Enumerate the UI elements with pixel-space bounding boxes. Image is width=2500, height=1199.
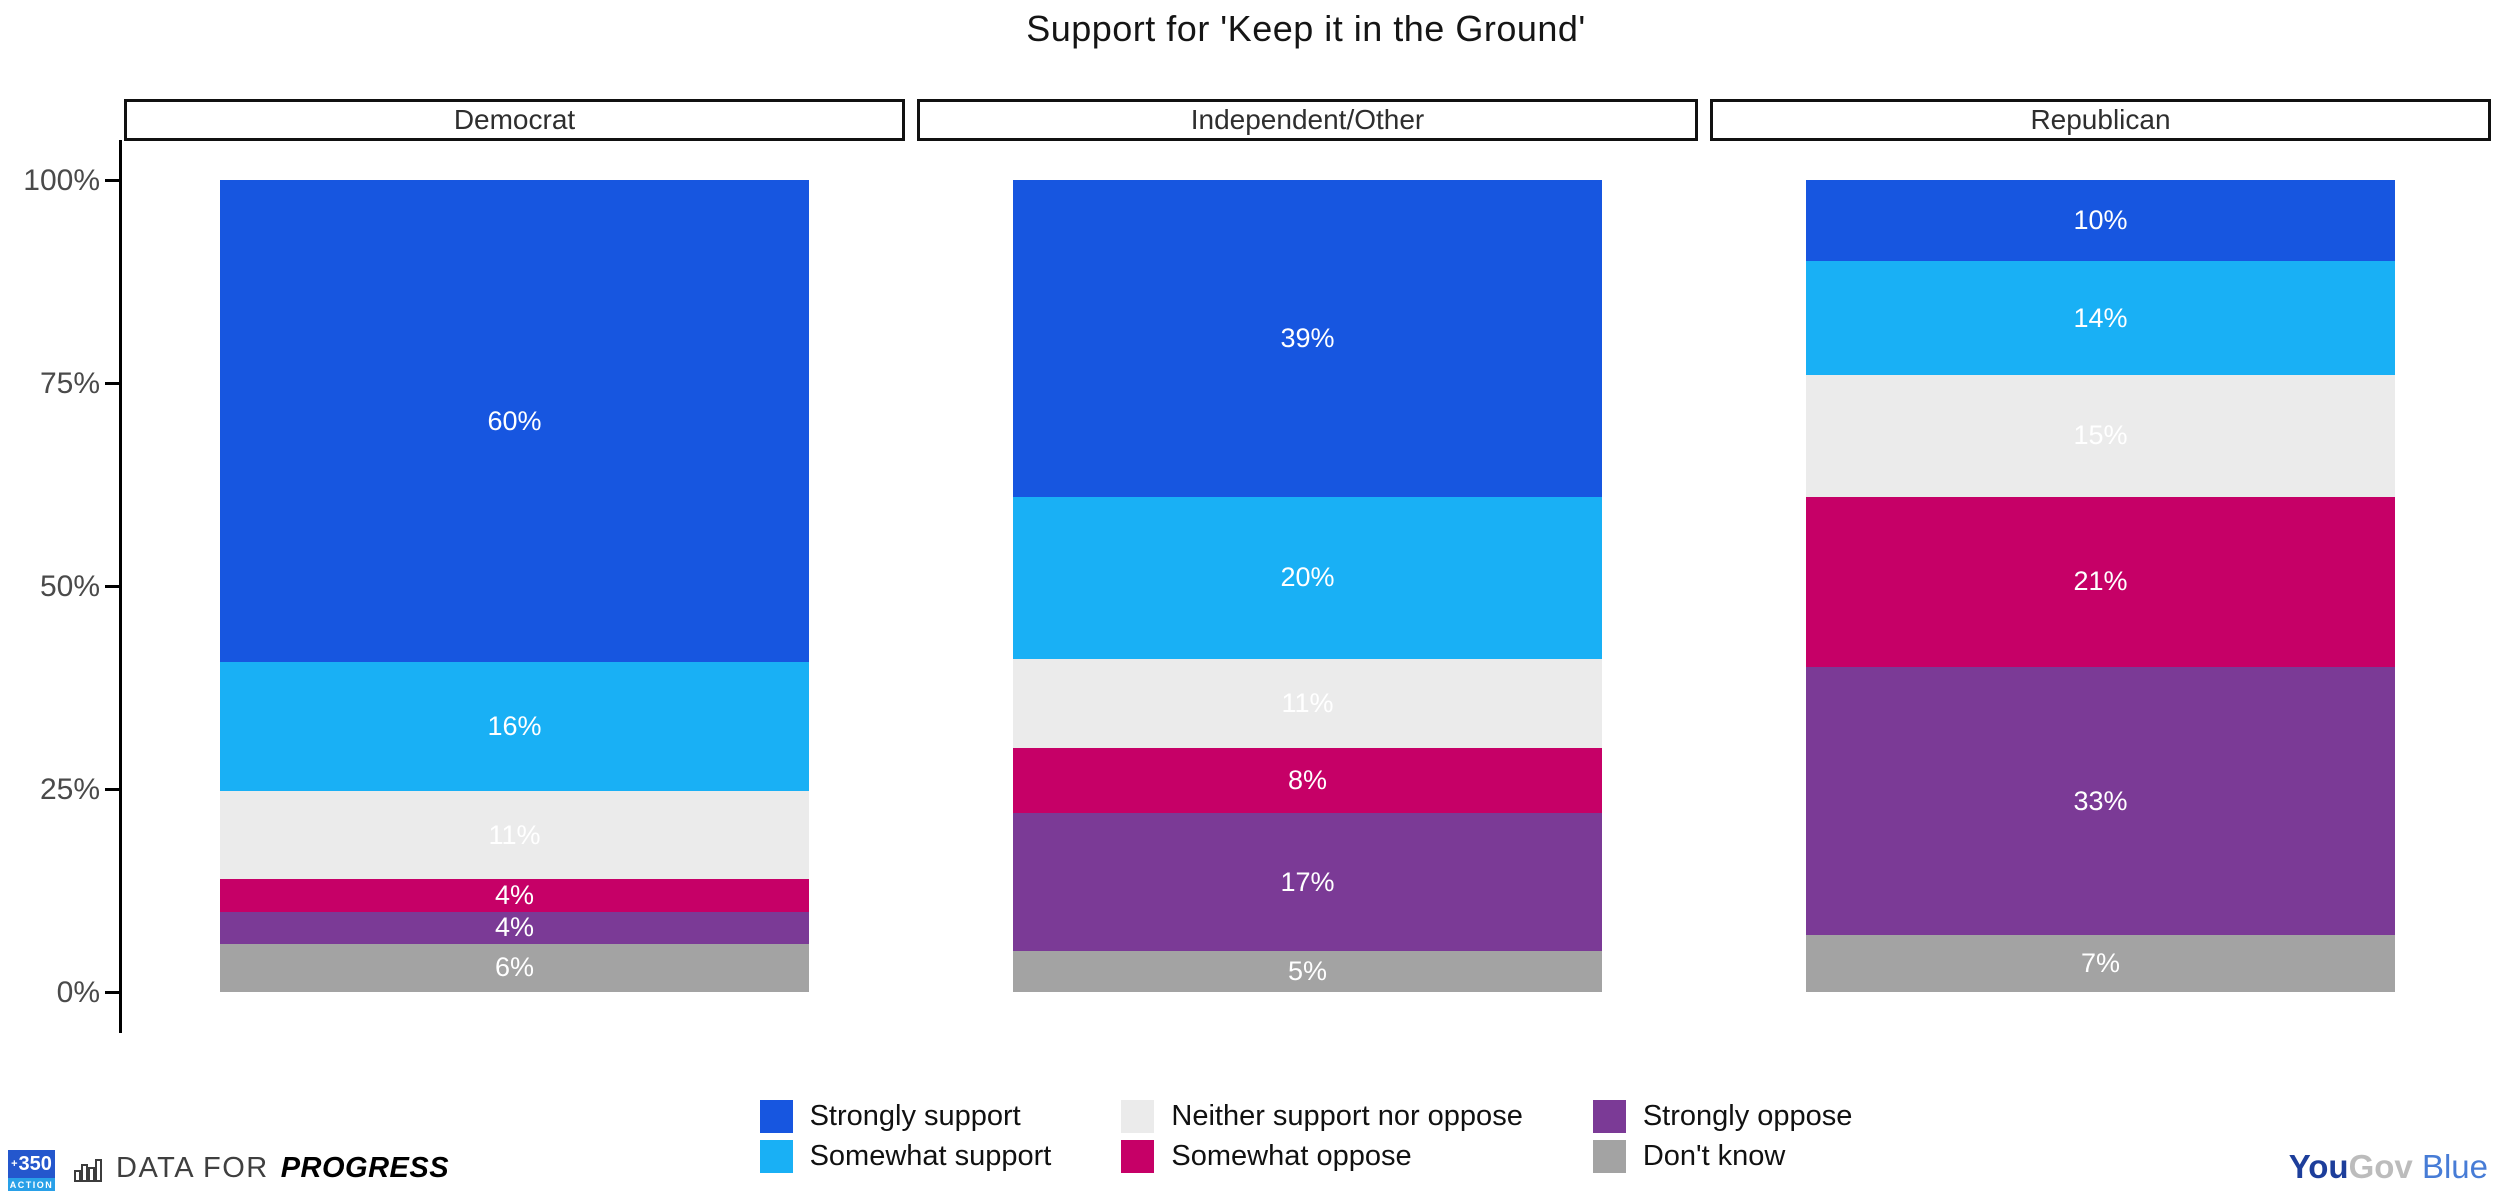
legend: Strongly support Somewhat support Neither … bbox=[120, 1100, 2492, 1173]
bar-segment-label: 21% bbox=[2073, 566, 2128, 597]
y-tick-mark bbox=[105, 585, 120, 588]
350-logo-number-text: 350 bbox=[18, 1153, 52, 1175]
bar-segment-neither-support-nor-oppose: 11% bbox=[220, 791, 809, 880]
legend-column: Strongly oppose Don't know bbox=[1592, 1100, 1853, 1173]
legend-item-somewhat-oppose: Somewhat oppose bbox=[1121, 1140, 1522, 1173]
panel-header-republican: Republican bbox=[1710, 99, 2491, 141]
panel-independent-other: Independent/Other 39% 20% 11% 8% 17% 5% bbox=[917, 99, 1698, 1040]
bar-segment-strongly-support: 10% bbox=[1806, 180, 2395, 262]
bar-segment-label: 4% bbox=[494, 912, 535, 943]
bar-segment-somewhat-support: 16% bbox=[220, 662, 809, 791]
bar-segment-somewhat-support: 14% bbox=[1806, 261, 2395, 375]
bar-segment-label: 4% bbox=[494, 880, 535, 910]
350-logo-number: + 350 bbox=[8, 1150, 55, 1178]
y-tick-mark bbox=[105, 179, 120, 182]
legend-swatch-neither-support-nor-oppose bbox=[1121, 1100, 1155, 1133]
y-tick-label: 100% bbox=[23, 164, 100, 197]
bar-segment-don-t-know: 5% bbox=[1013, 951, 1602, 992]
y-axis-line bbox=[119, 140, 122, 1033]
legend-item-neither-support-nor-oppose: Neither support nor oppose bbox=[1121, 1100, 1523, 1133]
bar-segment-don-t-know: 7% bbox=[1806, 935, 2395, 992]
350-action-logo: + 350 ACTION bbox=[8, 1150, 55, 1191]
bar-segment-label: 14% bbox=[2073, 302, 2128, 333]
bar-segment-label: 16% bbox=[487, 711, 542, 742]
legend-column: Strongly support Somewhat support bbox=[759, 1100, 1052, 1173]
dfp-name-label: PROGRESS bbox=[280, 1152, 450, 1184]
y-tick-label: 25% bbox=[39, 773, 100, 806]
bar-segment-label: 8% bbox=[1287, 765, 1328, 796]
bar-segment-label: 33% bbox=[2073, 785, 2128, 816]
legend-item-strongly-oppose: Strongly oppose bbox=[1592, 1100, 1853, 1133]
y-tick-mark bbox=[105, 991, 120, 994]
legend-swatch-strongly-oppose bbox=[1592, 1100, 1626, 1133]
legend-label: Don't know bbox=[1642, 1140, 1786, 1172]
350-logo-mark-icon: + bbox=[11, 1157, 18, 1170]
bar-segment-label: 15% bbox=[2073, 420, 2128, 451]
panel-header-democrat: Democrat bbox=[124, 99, 905, 141]
bar-segment-don-t-know: 6% bbox=[220, 943, 809, 992]
yougov-blue-label: Blue bbox=[2421, 1148, 2488, 1185]
bar-segment-strongly-oppose: 17% bbox=[1013, 813, 1602, 952]
yougov-gov-label: Gov bbox=[2348, 1148, 2413, 1185]
legend-swatch-don-t-know bbox=[1592, 1140, 1626, 1173]
bar-segment-label: 11% bbox=[1281, 688, 1334, 719]
legend-item-somewhat-support: Somewhat support bbox=[759, 1140, 1052, 1173]
legend-swatch-somewhat-oppose bbox=[1121, 1140, 1155, 1173]
y-tick-mark bbox=[105, 382, 120, 385]
y-tick-label: 75% bbox=[39, 367, 100, 400]
yougov-you-label: You bbox=[2288, 1148, 2349, 1185]
legend-label: Strongly support bbox=[809, 1100, 1021, 1132]
stacked-bar-republican: 10% 14% 15% 21% 33% 7% bbox=[1806, 180, 2395, 992]
bar-segment-label: 17% bbox=[1280, 866, 1335, 897]
yougov-blue-logo: YouGov Blue bbox=[2289, 1148, 2488, 1186]
bar-segment-label: 20% bbox=[1280, 562, 1335, 593]
bar-segment-label: 39% bbox=[1280, 322, 1335, 353]
bar-segment-strongly-support: 60% bbox=[220, 180, 809, 663]
legend-swatch-strongly-support bbox=[759, 1100, 793, 1133]
bar-segment-strongly-oppose: 33% bbox=[1806, 667, 2395, 936]
stacked-bar-democrat: 60% 16% 11% 4% 4% 6% bbox=[220, 180, 809, 992]
bar-segment-neither-support-nor-oppose: 11% bbox=[1013, 659, 1602, 749]
y-tick-mark bbox=[105, 788, 120, 791]
bar-segment-label: 10% bbox=[2073, 205, 2128, 236]
bar-segment-strongly-support: 39% bbox=[1013, 180, 1602, 497]
bar-segment-label: 60% bbox=[487, 405, 542, 436]
bar-segment-label: 7% bbox=[2080, 948, 2121, 979]
350-logo-action-label: ACTION bbox=[8, 1178, 55, 1191]
data-for-progress-logo: DATA FOR PROGRESS bbox=[74, 1152, 449, 1185]
dfp-prefix-label: DATA FOR bbox=[116, 1152, 269, 1184]
legend-column: Neither support nor oppose Somewhat oppos… bbox=[1121, 1100, 1523, 1173]
legend-swatch-somewhat-support bbox=[759, 1140, 793, 1173]
bar-segment-label: 5% bbox=[1287, 956, 1328, 987]
panel-header-independent-other: Independent/Other bbox=[917, 99, 1698, 141]
bar-segment-label: 6% bbox=[494, 952, 535, 983]
bar-segment-neither-support-nor-oppose: 15% bbox=[1806, 374, 2395, 497]
chart-title: Support for 'Keep it in the Ground' bbox=[1026, 8, 1586, 49]
bar-segment-somewhat-oppose: 8% bbox=[1013, 748, 1602, 814]
legend-item-don-t-know: Don't know bbox=[1592, 1140, 1853, 1173]
legend-label: Strongly oppose bbox=[1642, 1100, 1853, 1132]
legend-label: Somewhat support bbox=[809, 1140, 1052, 1172]
bar-segment-somewhat-support: 20% bbox=[1013, 496, 1602, 660]
y-tick-label: 50% bbox=[39, 570, 100, 603]
bar-segment-strongly-oppose: 4% bbox=[220, 911, 809, 944]
panel-republican: Republican 10% 14% 15% 21% 33% 7% bbox=[1710, 99, 2491, 1040]
legend-item-strongly-support: Strongly support bbox=[759, 1100, 1052, 1133]
bar-segment-somewhat-oppose: 21% bbox=[1806, 496, 2395, 668]
stacked-bar-independent-other: 39% 20% 11% 8% 17% 5% bbox=[1013, 180, 1602, 992]
y-tick-label: 0% bbox=[56, 976, 100, 1009]
bar-segment-label: 11% bbox=[488, 819, 541, 850]
bar-segment-somewhat-oppose: 4% bbox=[220, 879, 809, 912]
panel-democrat: Democrat 60% 16% 11% 4% 4% 6% bbox=[124, 99, 905, 1040]
legend-label: Somewhat oppose bbox=[1171, 1140, 1412, 1172]
legend-label: Neither support nor oppose bbox=[1171, 1100, 1523, 1132]
bar-chart-icon bbox=[74, 1158, 102, 1182]
